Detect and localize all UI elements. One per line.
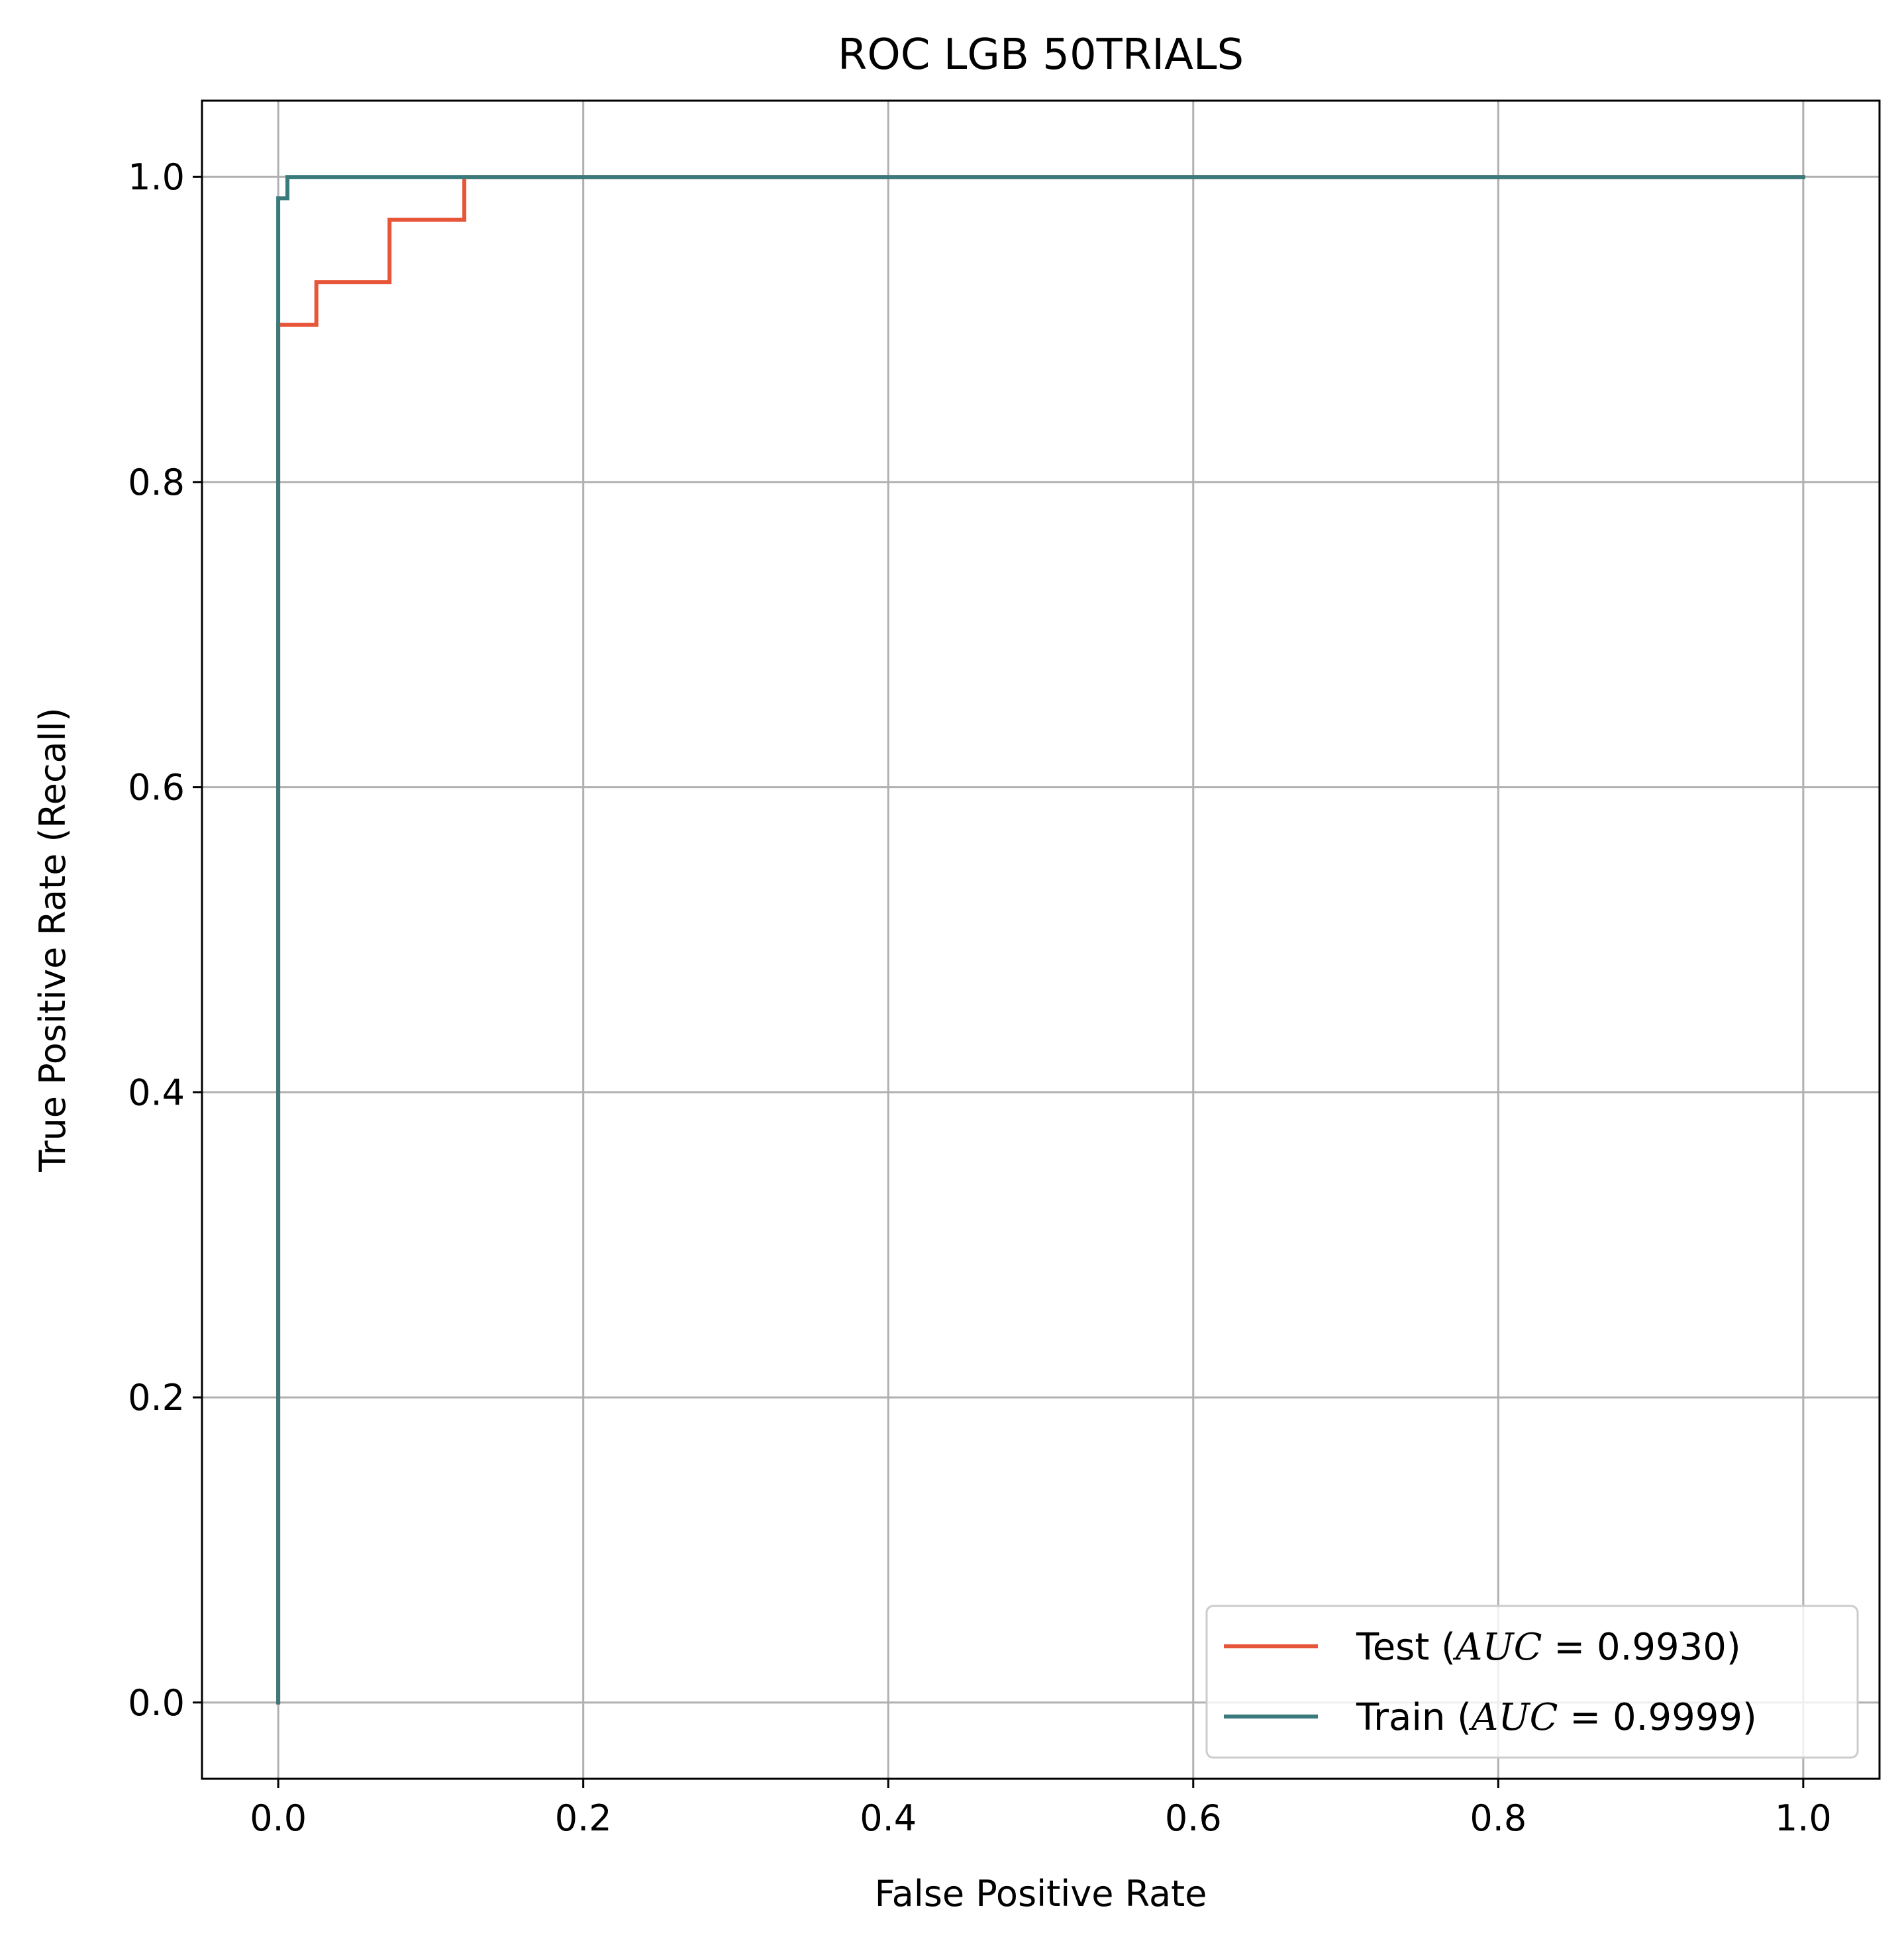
legend-entry-1: Train (AUC = 0.9999) xyxy=(1356,1696,1757,1739)
y-tick-label-1: 0.2 xyxy=(128,1377,185,1419)
series-line-train xyxy=(276,175,1805,1705)
x-tick-label-0: 0.0 xyxy=(250,1797,307,1839)
x-tick-label-1: 0.2 xyxy=(555,1797,612,1839)
x-tick-label-3: 0.6 xyxy=(1165,1797,1222,1839)
y-tick-label-5: 1.0 xyxy=(128,156,185,198)
grid xyxy=(202,101,1879,1779)
legend-label-math: AUC xyxy=(1452,1626,1542,1669)
legend-label-prefix: Test ( xyxy=(1356,1626,1456,1669)
legend-label-math: AUC xyxy=(1468,1696,1558,1739)
plot-frame xyxy=(201,99,1881,1780)
y-axis-label: True Positive Rate (Recall) xyxy=(32,707,74,1172)
y-tick-label-0: 0.0 xyxy=(128,1682,185,1724)
legend-label-suffix: = 0.9999) xyxy=(1558,1696,1757,1739)
ticks: 0.0 0.2 0.4 0.6 0.8 1.0 0.0 0.2 0.4 0.6 0.8 1.0 xyxy=(128,156,1832,1839)
y-tick-label-3: 0.6 xyxy=(128,767,185,809)
x-axis-label: False Positive Rate xyxy=(875,1873,1207,1915)
x-tick-label-5: 1.0 xyxy=(1775,1797,1832,1839)
chart-title: ROC LGB 50TRIALS xyxy=(838,30,1244,79)
legend-box xyxy=(1205,1605,1859,1759)
legend-label-suffix: = 0.9930) xyxy=(1542,1626,1740,1669)
series-layer xyxy=(276,175,1805,1705)
y-tick-label-4: 0.8 xyxy=(128,462,185,503)
x-tick-label-2: 0.4 xyxy=(860,1797,917,1839)
x-tick-label-4: 0.8 xyxy=(1470,1797,1527,1839)
legend: Test (AUC = 0.9930)Train (AUC = 0.9999) xyxy=(1205,1605,1859,1759)
y-tick-label-2: 0.4 xyxy=(128,1072,185,1113)
series-line-test xyxy=(276,175,1805,1705)
legend-entry-0: Test (AUC = 0.9930) xyxy=(1356,1626,1741,1669)
legend-label-prefix: Train ( xyxy=(1356,1696,1472,1739)
